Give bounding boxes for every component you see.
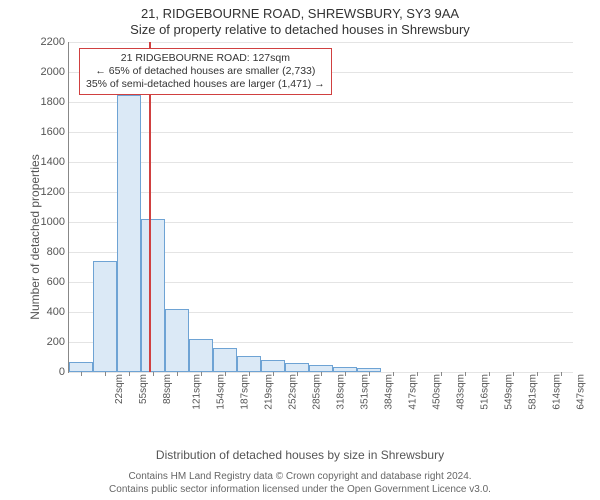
histogram-bar	[309, 365, 333, 372]
histogram-bar	[285, 363, 309, 372]
y-axis-label: Number of detached properties	[28, 107, 42, 367]
x-tick-mark	[321, 372, 322, 376]
x-tick-label: 417sqm	[408, 374, 419, 410]
y-tick-label: 1600	[41, 126, 65, 138]
x-tick-label: 121sqm	[192, 374, 203, 410]
x-tick-label: 187sqm	[240, 374, 251, 410]
x-tick-mark	[537, 372, 538, 376]
gridline	[69, 162, 573, 163]
x-tick-label: 483sqm	[456, 374, 467, 410]
gridline	[69, 132, 573, 133]
y-tick-label: 1000	[41, 216, 65, 228]
x-tick-mark	[201, 372, 202, 376]
x-tick-mark	[81, 372, 82, 376]
footer-line-2: Contains public sector information licen…	[0, 484, 600, 497]
annotation-line: ← 65% of detached houses are smaller (2,…	[86, 65, 325, 78]
x-tick-label: 614sqm	[552, 374, 563, 410]
x-tick-mark	[513, 372, 514, 376]
y-tick-label: 2200	[41, 36, 65, 48]
y-tick-label: 1400	[41, 156, 65, 168]
x-tick-label: 450sqm	[432, 374, 443, 410]
title-line-1: 21, RIDGEBOURNE ROAD, SHREWSBURY, SY3 9A…	[0, 6, 600, 21]
histogram-bar	[141, 219, 165, 372]
y-tick-label: 0	[59, 366, 65, 378]
x-tick-label: 581sqm	[528, 374, 539, 410]
histogram-bar	[93, 261, 117, 372]
x-tick-label: 55sqm	[138, 374, 149, 404]
x-tick-mark	[105, 372, 106, 376]
y-tick-label: 200	[47, 336, 65, 348]
x-tick-label: 219sqm	[264, 374, 275, 410]
x-tick-mark	[273, 372, 274, 376]
annotation-line: 21 RIDGEBOURNE ROAD: 127sqm	[86, 52, 325, 65]
x-axis-label: Distribution of detached houses by size …	[0, 448, 600, 462]
histogram-bar	[69, 362, 93, 373]
x-tick-mark	[561, 372, 562, 376]
x-tick-label: 318sqm	[336, 374, 347, 410]
annotation-line: 35% of semi-detached houses are larger (…	[86, 78, 325, 91]
x-tick-mark	[225, 372, 226, 376]
histogram-bar	[213, 348, 237, 372]
x-tick-label: 154sqm	[216, 374, 227, 410]
y-tick-label: 2000	[41, 66, 65, 78]
x-tick-mark	[441, 372, 442, 376]
gridline	[69, 102, 573, 103]
x-tick-mark	[153, 372, 154, 376]
y-tick-label: 1200	[41, 186, 65, 198]
x-tick-mark	[297, 372, 298, 376]
histogram-plot: 0200400600800100012001400160018002000220…	[68, 42, 573, 373]
x-tick-label: 647sqm	[576, 374, 587, 410]
histogram-bar	[117, 95, 141, 373]
x-tick-mark	[249, 372, 250, 376]
annotation-box: 21 RIDGEBOURNE ROAD: 127sqm← 65% of deta…	[79, 48, 332, 95]
title-line-2: Size of property relative to detached ho…	[0, 22, 600, 37]
x-tick-mark	[465, 372, 466, 376]
x-tick-label: 252sqm	[288, 374, 299, 410]
histogram-bar	[237, 356, 261, 373]
x-tick-label: 22sqm	[114, 374, 125, 404]
y-tick-label: 600	[47, 276, 65, 288]
histogram-bar	[189, 339, 213, 372]
x-tick-label: 285sqm	[312, 374, 323, 410]
x-tick-label: 351sqm	[360, 374, 371, 410]
x-tick-mark	[177, 372, 178, 376]
x-tick-label: 88sqm	[162, 374, 173, 404]
x-tick-mark	[489, 372, 490, 376]
histogram-bar	[165, 309, 189, 372]
gridline	[69, 192, 573, 193]
y-tick-label: 400	[47, 306, 65, 318]
x-tick-label: 549sqm	[504, 374, 515, 410]
y-tick-label: 800	[47, 246, 65, 258]
x-tick-label: 384sqm	[384, 374, 395, 410]
x-tick-mark	[417, 372, 418, 376]
gridline	[69, 42, 573, 43]
y-tick-label: 1800	[41, 96, 65, 108]
x-tick-label: 516sqm	[480, 374, 491, 410]
x-tick-mark	[129, 372, 130, 376]
x-tick-mark	[369, 372, 370, 376]
x-tick-mark	[393, 372, 394, 376]
histogram-bar	[261, 360, 285, 372]
footer-line-1: Contains HM Land Registry data © Crown c…	[0, 471, 600, 484]
x-tick-mark	[345, 372, 346, 376]
attribution-footer: Contains HM Land Registry data © Crown c…	[0, 471, 600, 496]
